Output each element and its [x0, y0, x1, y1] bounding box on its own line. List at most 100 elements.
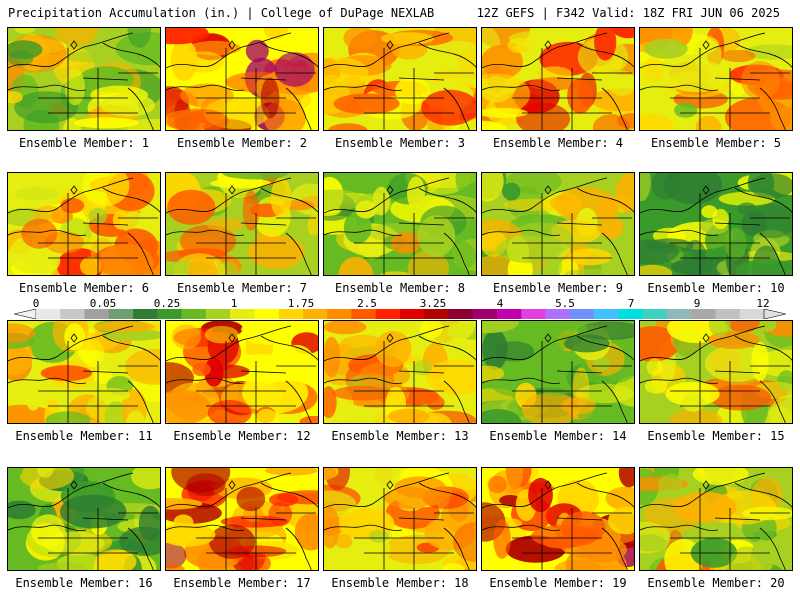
precip-blob: [242, 371, 309, 414]
precip-blob: [482, 44, 524, 79]
precip-blob: [379, 271, 412, 275]
boundary-line: [324, 229, 403, 236]
precip-blob: [167, 189, 216, 225]
ensemble-member-label: Ensemble Member: 9: [492, 281, 624, 295]
precip-blob: [640, 173, 651, 202]
precip-blob: [8, 552, 28, 570]
model-valid-time: 12Z GEFS | F342 Valid: 18Z FRI JUN 06 20…: [476, 6, 780, 20]
precip-blob: [263, 28, 289, 40]
colorbar-tick-label: 5.5: [555, 297, 575, 310]
diamond-marker-icon: [544, 480, 552, 490]
boundary-line: [260, 42, 318, 68]
boundary-line: [260, 335, 318, 361]
precip-blob: [441, 563, 465, 570]
boundary-line: [601, 232, 628, 275]
precip-map: [324, 173, 476, 275]
colorbar-tick-label: 4: [496, 297, 504, 310]
precip-blob: [565, 545, 627, 570]
boundary-line: [640, 84, 719, 91]
boundary-line: [640, 472, 766, 509]
ensemble-panel: [639, 27, 793, 131]
precip-blob: [605, 486, 634, 511]
precip-blob: [343, 28, 377, 50]
colorbar-segment: [497, 309, 522, 319]
precip-blob: [506, 173, 562, 195]
precip-blob: [521, 392, 581, 423]
precip-blob: [332, 385, 394, 401]
precip-blob: [21, 218, 58, 249]
colorbar-segment: [157, 309, 182, 319]
precip-map: [324, 28, 476, 130]
precip-blob: [138, 505, 160, 542]
colorbar-segment: [108, 309, 134, 319]
boundary-line: [8, 177, 134, 214]
precip-map: [8, 468, 160, 570]
boundary-line: [576, 42, 634, 68]
boundary-line: [8, 377, 87, 384]
ensemble-member-label: Ensemble Member: 11: [15, 429, 153, 443]
boundary-line: [285, 527, 312, 570]
precip-blob: [253, 408, 280, 423]
precip-blob: [374, 330, 412, 367]
colorbar-tick-label: 1: [230, 297, 238, 310]
precip-blob: [575, 383, 634, 404]
boundary-line: [8, 32, 134, 69]
precip-blob: [564, 268, 619, 275]
precip-map: [482, 173, 634, 275]
precip-blob: [482, 321, 519, 334]
colorbar-segment: [230, 309, 255, 319]
precip-blob: [640, 239, 679, 265]
boundary-line: [82, 222, 129, 226]
colorbar-segment: [666, 309, 692, 319]
ensemble-panel: [323, 320, 477, 424]
diamond-marker-icon: [702, 40, 710, 50]
precip-blob: [505, 468, 524, 490]
precip-blob: [499, 495, 522, 506]
precip-blob: [355, 200, 377, 219]
boundary-line: [443, 527, 470, 570]
colorbar-segment: [133, 309, 158, 319]
precip-blob: [14, 91, 79, 124]
colorbar-segment: [424, 309, 449, 319]
colorbar-segment: [302, 309, 328, 319]
boundary-line: [285, 232, 312, 275]
boundary-line: [640, 229, 719, 236]
colorbar-tick-label: 3.25: [419, 297, 447, 310]
diamond-marker-icon: [386, 40, 394, 50]
precip-blob: [324, 189, 366, 211]
boundary-line: [8, 229, 87, 236]
precip-blob: [299, 415, 318, 423]
precip-blob: [482, 73, 531, 115]
ensemble-member-label: Ensemble Member: 1: [18, 136, 150, 150]
diamond-marker-icon: [386, 480, 394, 490]
boundary-line: [601, 380, 628, 423]
precip-blob: [663, 61, 731, 93]
precip-blob: [640, 264, 673, 275]
boundary-line: [418, 187, 476, 213]
colorbar-segment: [327, 309, 352, 319]
diamond-marker-icon: [544, 185, 552, 195]
precip-blob: [529, 77, 581, 91]
ensemble-member-label: Ensemble Member: 12: [173, 429, 311, 443]
boundary-line: [82, 370, 129, 374]
boundary-line: [576, 335, 634, 361]
precip-map: [166, 173, 318, 275]
boundary-line: [482, 524, 561, 531]
precip-map: [482, 468, 634, 570]
ensemble-panel: [639, 320, 793, 424]
boundary-line: [640, 177, 766, 214]
precip-blob: [8, 323, 36, 344]
colorbar-max-arrow: [763, 309, 786, 319]
precip-blob: [502, 182, 521, 201]
ensemble-panel: [481, 320, 635, 424]
precip-blob: [59, 494, 127, 529]
precip-blob: [407, 176, 426, 211]
precip-blob: [125, 410, 146, 423]
precip-blob: [74, 117, 139, 129]
colorbar-min-arrow: [14, 309, 37, 319]
precip-blob: [268, 501, 293, 527]
precip-blob: [231, 354, 291, 367]
precip-blob: [358, 362, 411, 389]
boundary-line: [398, 77, 445, 81]
precip-blob: [131, 468, 160, 490]
